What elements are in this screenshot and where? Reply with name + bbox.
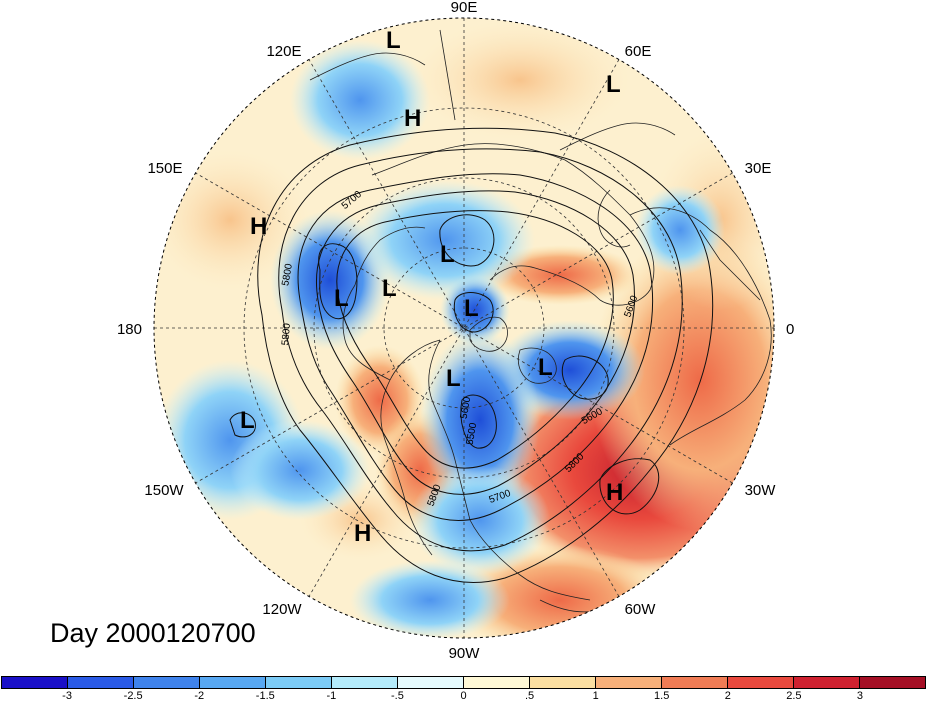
lon-label-0: 0: [786, 321, 794, 338]
colorbar-swatches: [1, 676, 926, 689]
colorbar-swatch: [530, 677, 596, 688]
colorbar-swatch: [266, 677, 332, 688]
lon-label-30e: 30E: [745, 160, 772, 177]
high-pressure-marker: H: [404, 105, 421, 132]
low-pressure-marker: L: [538, 354, 553, 381]
lon-label-60e: 60E: [625, 43, 652, 60]
colorbar-swatch: [2, 677, 68, 688]
colorbar-tick-label: 0: [460, 690, 467, 702]
lon-label-120e: 120E: [266, 43, 301, 60]
lon-label-180: 180: [117, 321, 142, 338]
colorbar: -3 -2.5 -2 -1.5 -1 -.5 0 .5 1 1.5 2 2.5 3: [0, 674, 928, 702]
colorbar-swatch: [464, 677, 530, 688]
low-pressure-marker: L: [240, 407, 255, 434]
colorbar-tick-label: 1.5: [654, 690, 670, 702]
colorbar-swatch: [662, 677, 728, 688]
colorbar-swatch: [860, 677, 925, 688]
colorbar-swatch: [596, 677, 662, 688]
low-pressure-marker: L: [446, 365, 461, 392]
lon-label-150w: 150W: [144, 482, 184, 499]
high-pressure-marker: H: [354, 520, 371, 547]
lon-label-30w: 30W: [745, 482, 777, 499]
colorbar-tick-label: 2: [724, 690, 731, 702]
colorbar-tick-label: -.5: [391, 690, 404, 702]
longitude-labels: 90E 60E 30E 0 30W 60W 90W 120W 150W 180 …: [117, 0, 794, 662]
lon-label-150e: 150E: [147, 160, 182, 177]
low-pressure-marker: L: [382, 275, 397, 302]
colorbar-tick-label: .5: [524, 690, 535, 702]
low-pressure-marker: L: [334, 285, 349, 312]
colorbar-tick-label: 3: [856, 690, 863, 702]
low-pressure-marker: L: [606, 71, 621, 98]
pressure-centers: L H L H L L L L L L L H L H: [240, 27, 623, 547]
map-frame: [153, 17, 775, 639]
colorbar-swatch: [68, 677, 134, 688]
colorbar-tick-label: -2.5: [123, 690, 143, 702]
low-pressure-marker: L: [386, 27, 401, 54]
contour-label: 5800: [280, 263, 295, 287]
colorbar-tick-label: -1: [326, 690, 337, 702]
colorbar-swatch: [332, 677, 398, 688]
contour-label: 5600: [459, 396, 474, 420]
lon-label-60w: 60W: [625, 601, 657, 618]
colorbar-tick-label: -1.5: [255, 690, 275, 702]
colorbar-swatch: [134, 677, 200, 688]
height-contours: [229, 127, 714, 583]
colorbar-tick-label: -3: [62, 690, 72, 702]
colorbar-tick-label: 2.5: [786, 690, 802, 702]
high-pressure-marker: H: [606, 479, 623, 506]
low-pressure-marker: L: [464, 295, 479, 322]
lon-label-120w: 120W: [262, 601, 302, 618]
lon-label-90e: 90E: [451, 0, 478, 16]
colorbar-swatch: [200, 677, 266, 688]
colorbar-swatch: [728, 677, 794, 688]
colorbar-swatch: [794, 677, 860, 688]
lon-label-90w: 90W: [449, 645, 481, 662]
colorbar-swatch: [398, 677, 464, 688]
plot-title: Day 2000120700: [50, 618, 256, 648]
contour-label: 5500: [465, 422, 480, 446]
contour-label: 5800: [280, 322, 293, 346]
colorbar-tick-label: 1: [592, 690, 599, 702]
low-pressure-marker: L: [440, 241, 455, 268]
colorbar-tick-label: -2: [194, 690, 205, 702]
high-pressure-marker: H: [250, 213, 267, 240]
